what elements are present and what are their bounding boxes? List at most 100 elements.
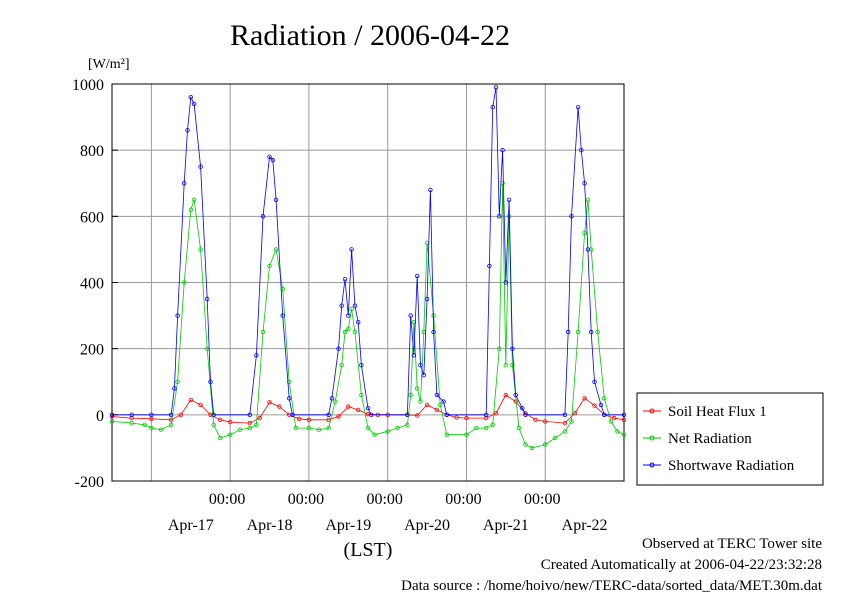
data-point bbox=[444, 432, 449, 437]
x-tick-label: 00:00 bbox=[524, 491, 560, 508]
data-point bbox=[129, 412, 134, 417]
data-point bbox=[339, 303, 344, 308]
data-point bbox=[510, 363, 515, 368]
data-point bbox=[142, 422, 147, 427]
data-point bbox=[359, 363, 364, 368]
footer-source: Data source : /home/hoivo/new/TERC-data/… bbox=[401, 578, 822, 594]
data-point bbox=[434, 407, 440, 413]
data-point bbox=[562, 429, 568, 434]
data-point bbox=[484, 425, 489, 431]
data-point bbox=[608, 419, 614, 424]
data-point bbox=[523, 412, 528, 417]
data-point bbox=[267, 154, 272, 159]
data-point bbox=[168, 417, 174, 422]
data-point bbox=[615, 429, 620, 434]
data-point bbox=[598, 402, 604, 408]
data-point bbox=[257, 415, 262, 421]
data-point bbox=[181, 280, 187, 285]
data-point bbox=[490, 422, 495, 427]
data-point bbox=[411, 353, 417, 358]
data-point bbox=[349, 306, 354, 312]
data-point bbox=[510, 346, 515, 351]
y-tick-label: 600 bbox=[80, 209, 104, 226]
data-point bbox=[431, 329, 436, 335]
data-point bbox=[493, 85, 499, 90]
data-point bbox=[575, 104, 581, 110]
data-point bbox=[621, 417, 627, 422]
data-point bbox=[306, 417, 312, 422]
data-point bbox=[385, 429, 390, 434]
date-label: Apr-17 bbox=[168, 517, 214, 534]
data-point bbox=[254, 353, 259, 358]
data-point bbox=[208, 379, 213, 384]
data-point bbox=[569, 214, 574, 219]
data-point bbox=[484, 412, 489, 417]
data-point bbox=[497, 346, 502, 351]
data-point bbox=[444, 412, 449, 417]
date-label: Apr-18 bbox=[247, 517, 293, 534]
data-point bbox=[273, 197, 279, 202]
data-point bbox=[273, 247, 279, 252]
data-point bbox=[293, 425, 298, 431]
date-label: Apr-20 bbox=[404, 517, 450, 534]
data-point bbox=[326, 425, 331, 431]
data-point bbox=[454, 415, 459, 420]
data-point bbox=[346, 404, 351, 409]
data-point bbox=[329, 396, 335, 401]
data-point bbox=[198, 164, 203, 169]
data-point bbox=[582, 181, 587, 186]
data-point bbox=[506, 197, 512, 202]
legend-marker bbox=[649, 462, 655, 468]
data-point bbox=[342, 277, 348, 282]
data-point bbox=[579, 147, 584, 153]
legend-label: Net Radiation bbox=[668, 431, 752, 447]
chart-title: Radiation / 2006-04-22 bbox=[230, 19, 510, 52]
data-point bbox=[204, 296, 210, 302]
data-point bbox=[158, 427, 164, 432]
data-point bbox=[349, 247, 354, 252]
data-point bbox=[247, 412, 252, 417]
data-point bbox=[529, 445, 535, 451]
data-point bbox=[621, 412, 627, 417]
data-point bbox=[572, 411, 577, 416]
data-point bbox=[316, 427, 321, 432]
data-point bbox=[585, 247, 591, 252]
data-point bbox=[172, 386, 177, 391]
data-point bbox=[411, 320, 417, 325]
y-axis-unit: [W/m²] bbox=[88, 57, 130, 72]
legend-marker bbox=[649, 435, 655, 441]
data-point bbox=[424, 296, 430, 302]
data-point bbox=[280, 313, 285, 318]
data-point bbox=[490, 104, 495, 110]
data-point bbox=[592, 403, 597, 408]
legend-box bbox=[636, 392, 824, 486]
data-point bbox=[543, 442, 548, 447]
data-point bbox=[178, 412, 184, 417]
data-point bbox=[589, 329, 594, 335]
data-point bbox=[342, 329, 348, 335]
data-point bbox=[464, 432, 469, 437]
data-point bbox=[595, 329, 600, 335]
x-tick-label: 00:00 bbox=[445, 491, 481, 508]
footer-created: Created Automatically at 2006-04-22/23:3… bbox=[540, 557, 822, 573]
data-point bbox=[254, 422, 259, 427]
data-point bbox=[566, 329, 571, 335]
data-point bbox=[287, 396, 292, 401]
data-point bbox=[520, 406, 525, 411]
data-point bbox=[270, 157, 275, 163]
data-point bbox=[326, 412, 331, 417]
data-point bbox=[434, 392, 440, 398]
data-point bbox=[352, 303, 358, 308]
data-point bbox=[464, 415, 469, 421]
data-point bbox=[211, 412, 216, 417]
data-point bbox=[365, 425, 371, 431]
date-label: Apr-19 bbox=[325, 517, 371, 534]
x-axis-label: (LST) bbox=[344, 539, 393, 561]
data-point bbox=[339, 363, 344, 368]
data-point bbox=[185, 128, 190, 133]
data-point bbox=[438, 402, 443, 408]
data-point bbox=[336, 414, 341, 419]
data-point bbox=[296, 416, 302, 421]
x-tick-label: 00:00 bbox=[209, 491, 245, 508]
